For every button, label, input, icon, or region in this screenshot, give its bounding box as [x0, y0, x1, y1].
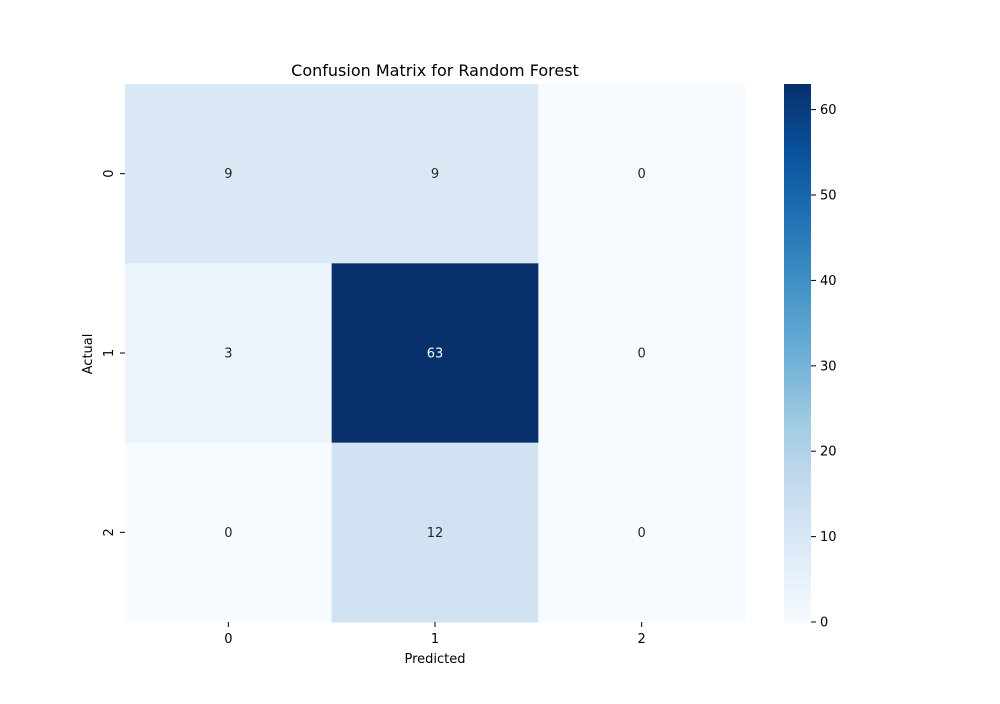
heatmap-cell-0-1 — [331, 84, 539, 264]
x-axis: 0 1 2 — [224, 622, 646, 647]
heatmap-cell-1-1 — [331, 263, 539, 444]
heatmap-cell-0-0 — [125, 84, 333, 264]
x-tick-label-1: 1 — [431, 632, 439, 647]
cell-label-2-2: 0 — [638, 526, 646, 541]
cell-label-1-0: 3 — [224, 347, 232, 362]
cell-label-2-1: 12 — [427, 526, 444, 541]
x-tick-label-2: 2 — [638, 632, 646, 647]
colorbar-tick-label-2: 20 — [820, 445, 837, 460]
heatmap-cell-0-2 — [538, 84, 746, 264]
y-axis: 0 1 2 — [102, 170, 125, 536]
heatmap-cell-2-1 — [331, 442, 539, 623]
colorbar-tick-label-4: 40 — [820, 274, 837, 289]
colorbar-tick-label-1: 10 — [820, 530, 837, 545]
heatmap-cell-2-2 — [538, 442, 746, 623]
cell-label-0-1: 9 — [431, 167, 439, 182]
x-tick-label-0: 0 — [224, 632, 232, 647]
colorbar-tick-label-6: 60 — [820, 103, 837, 118]
y-tick-label-2: 2 — [102, 528, 117, 536]
colorbar: 0 10 20 30 40 50 60 — [784, 84, 837, 631]
colorbar-tick-label-3: 30 — [820, 359, 837, 374]
colorbar-gradient — [784, 84, 811, 622]
cell-label-0-0: 9 — [224, 167, 232, 182]
cell-label-1-2: 0 — [638, 347, 646, 362]
y-tick-label-1: 1 — [102, 349, 117, 357]
cell-label-0-2: 0 — [638, 167, 646, 182]
cell-label-1-1: 63 — [427, 347, 444, 362]
heatmap-cell-1-2 — [538, 263, 746, 444]
y-axis-label: Actual — [81, 334, 96, 375]
colorbar-tick-label-0: 0 — [820, 616, 828, 631]
x-axis-label: Predicted — [404, 652, 465, 667]
colorbar-tick-label-5: 50 — [820, 189, 837, 204]
chart-title: Confusion Matrix for Random Forest — [291, 61, 579, 80]
heatmap-cell-1-0 — [125, 263, 333, 444]
cell-label-2-0: 0 — [224, 526, 232, 541]
cell-annotations: 9 9 0 3 63 0 0 12 0 — [224, 167, 646, 541]
heatmap-cell-2-0 — [125, 442, 333, 623]
heatmap-cells — [125, 84, 746, 623]
y-tick-label-0: 0 — [102, 170, 117, 178]
